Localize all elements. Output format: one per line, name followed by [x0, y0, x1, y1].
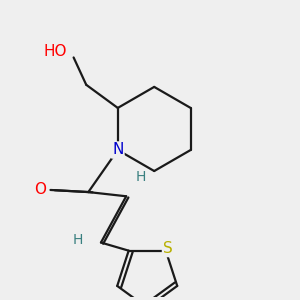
Text: N: N [112, 142, 124, 158]
Text: H: H [73, 233, 83, 248]
Text: H: H [136, 170, 146, 184]
Text: S: S [163, 241, 173, 256]
Text: HO: HO [44, 44, 67, 59]
Text: O: O [34, 182, 46, 197]
